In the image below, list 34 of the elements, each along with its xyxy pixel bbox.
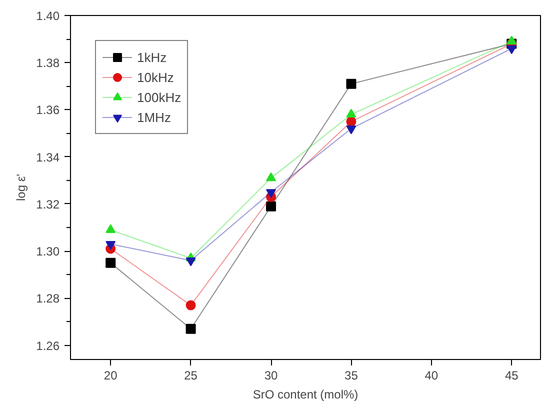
point: [266, 201, 276, 212]
point: [186, 257, 196, 266]
point: [106, 240, 116, 250]
y-tick-label: 1.34: [36, 150, 60, 164]
point: [346, 108, 356, 118]
y-tick-label: 1.40: [36, 9, 60, 23]
x-tick-label: 25: [184, 368, 198, 382]
x-tick-label: 30: [264, 368, 278, 382]
legend-label: 100kHz: [137, 90, 182, 104]
point: [266, 189, 276, 198]
x-axis-title: SrO content (mol%): [252, 388, 358, 402]
y-axis-title: log ε': [14, 174, 28, 201]
x-tick-label: 45: [504, 368, 519, 382]
point: [506, 36, 517, 45]
point: [186, 300, 196, 310]
legend-label: 10kHz: [137, 70, 174, 84]
point: [106, 258, 116, 268]
point: [266, 172, 276, 182]
y-tick-label: 1.28: [36, 292, 60, 306]
y-tick-label: 1.38: [36, 56, 60, 70]
x-tick-label: 20: [104, 368, 118, 382]
x-tick-label: 35: [344, 368, 358, 382]
legend-label: 1MHz: [137, 110, 171, 124]
point: [346, 78, 356, 89]
x-tick-label: 40: [424, 368, 438, 382]
y-tick-label: 1.30: [36, 244, 60, 259]
point: [186, 324, 196, 334]
y-tick-label: 1.32: [36, 197, 60, 212]
y-tick-label: 1.36: [36, 103, 60, 118]
point: [346, 126, 356, 134]
legend-label: 1kHz: [137, 50, 167, 64]
point: [106, 224, 116, 234]
y-tick-label: 1.26: [36, 338, 60, 353]
point: [506, 45, 517, 54]
